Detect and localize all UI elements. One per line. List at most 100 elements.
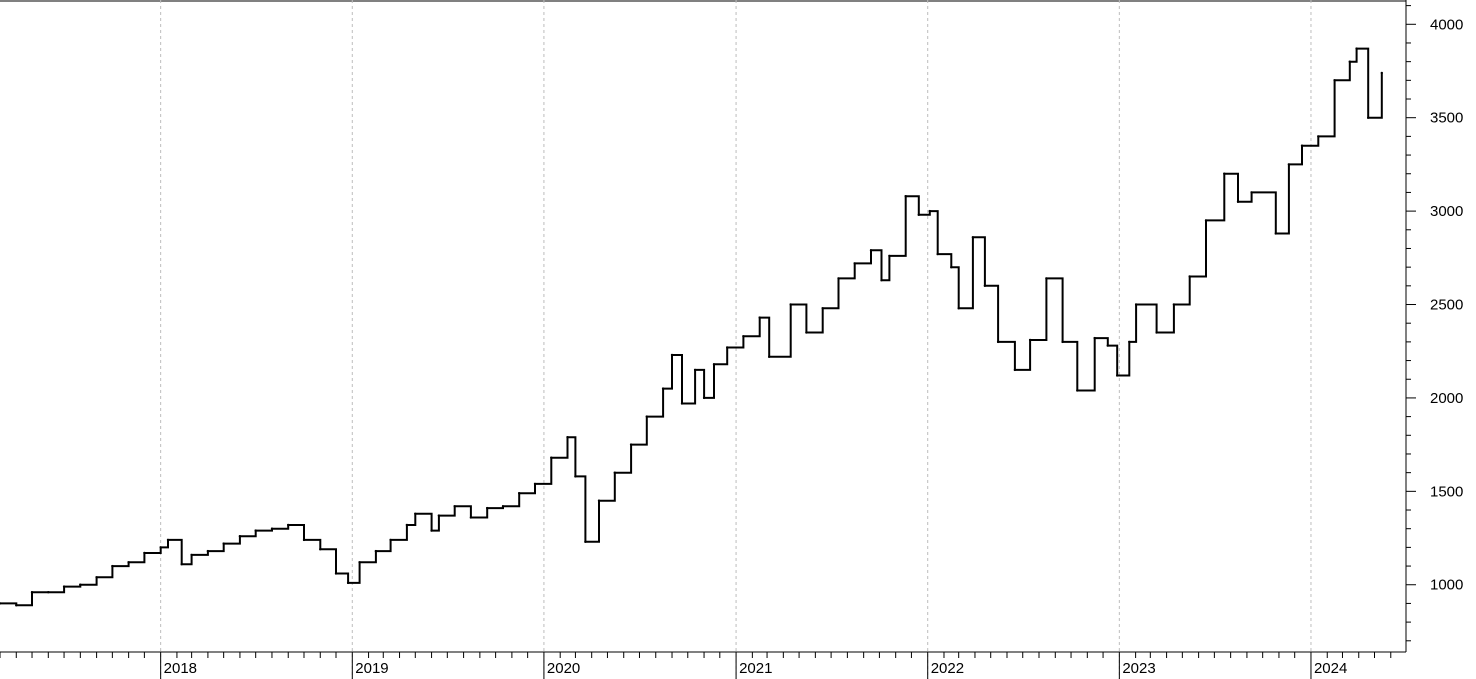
data-point-2019-06-01 xyxy=(430,529,433,532)
data-point-2018-11-01 xyxy=(319,548,322,551)
data-point-2017-12-01 xyxy=(143,551,146,555)
data-point-2020-12-15 xyxy=(726,346,729,349)
data-point-2018-01-01 xyxy=(159,546,162,549)
price-series-line xyxy=(0,47,1383,607)
y-axis-tick-labels: 1000 1500 2000 2500 3000 3500 4000 xyxy=(1430,16,1463,593)
data-point-2018-04-01 xyxy=(206,549,210,553)
y-tick-label-2500: 2500 xyxy=(1430,297,1463,314)
data-point-2020-10-15 xyxy=(693,368,697,372)
data-point-2020-09-01 xyxy=(670,353,674,357)
data-point-2019-02-15 xyxy=(374,549,378,553)
x-tick-label-2023: 2023 xyxy=(1122,660,1155,677)
data-point-2021-03-05 xyxy=(768,355,771,358)
data-point-2021-08-15 xyxy=(853,262,856,265)
data-point-2020-02-15 xyxy=(566,436,569,439)
data-point-2024-03-15 xyxy=(1348,60,1352,63)
data-point-2023-05-15 xyxy=(1188,275,1191,278)
data-point-2021-11-20 xyxy=(904,195,907,198)
data-point-2018-12-01 xyxy=(334,572,338,575)
data-point-2021-05-15 xyxy=(805,331,808,334)
data-point-2020-11-01 xyxy=(702,396,706,400)
data-point-2021-09-15 xyxy=(869,249,873,252)
data-point-2023-02-02 xyxy=(1134,303,1138,306)
data-point-2024-04-19 xyxy=(1367,116,1370,119)
y-axis-ticks xyxy=(1406,5,1416,642)
data-point-2024-02-15 xyxy=(1333,79,1336,82)
data-point-2019-08-15 xyxy=(469,516,473,519)
data-point-2022-03-28 xyxy=(971,236,975,239)
data-point-2023-07-20 xyxy=(1223,172,1226,175)
x-tick-label-2018: 2018 xyxy=(164,660,197,677)
x-tick-label-2024: 2024 xyxy=(1314,660,1347,677)
data-point-2018-03-01 xyxy=(190,553,193,557)
x-tick-label-2020: 2020 xyxy=(547,660,580,677)
data-point-2019-03-15 xyxy=(389,538,392,542)
data-point-2019-01-15 xyxy=(358,561,361,564)
data-point-2020-07-15 xyxy=(645,415,648,418)
data-point-2023-03-13 xyxy=(1155,331,1158,334)
data-point-2019-11-15 xyxy=(518,492,521,495)
data-point-2018-09-01 xyxy=(287,523,290,527)
data-point-2022-02-15 xyxy=(950,266,953,269)
x-tick-label-2021: 2021 xyxy=(739,660,772,677)
x-tick-label-2019: 2019 xyxy=(355,660,388,677)
data-point-2017-07-01 xyxy=(62,585,66,588)
data-point-2017-09-01 xyxy=(95,576,98,579)
data-point-2017-06-01 xyxy=(47,591,50,594)
y-tick-label-3500: 3500 xyxy=(1430,110,1463,127)
data-point-2022-09-15 xyxy=(1061,340,1064,344)
data-point-2017-11-01 xyxy=(127,561,130,564)
y-tick-label-2000: 2000 xyxy=(1430,390,1463,407)
data-point-2020-11-20 xyxy=(712,363,716,366)
data-point-2020-06-15 xyxy=(629,443,633,446)
data-point-2021-07-15 xyxy=(837,277,840,280)
data-point-2021-01-15 xyxy=(742,335,745,338)
data-point-2023-04-15 xyxy=(1172,303,1176,306)
y-tick-label-3000: 3000 xyxy=(1430,203,1463,220)
y-tick-label-4000: 4000 xyxy=(1430,16,1463,33)
data-point-2023-06-15 xyxy=(1204,219,1208,222)
data-point-2021-02-15 xyxy=(758,316,761,319)
data-point-2020-05-15 xyxy=(613,471,616,474)
data-point-2018-08-01 xyxy=(270,527,274,530)
data-point-2024-05-15 xyxy=(1380,71,1384,75)
data-point-2023-09-10 xyxy=(1250,191,1253,194)
data-point-2022-12-28 xyxy=(1116,374,1119,377)
data-point-2022-11-15 xyxy=(1093,336,1096,340)
data-point-2018-07-01 xyxy=(254,529,257,532)
data-point-2020-01-15 xyxy=(550,456,553,459)
data-point-2018-05-01 xyxy=(222,542,225,545)
data-point-2022-01-05 xyxy=(928,209,931,213)
data-point-2022-01-20 xyxy=(936,252,939,256)
data-point-2022-04-20 xyxy=(983,284,987,287)
data-point-2018-06-01 xyxy=(238,535,242,538)
data-point-2021-04-15 xyxy=(789,303,792,306)
data-point-2019-09-15 xyxy=(486,506,489,510)
data-point-2018-01-15 xyxy=(166,538,170,542)
data-point-2019-07-15 xyxy=(453,505,456,508)
data-point-2022-12-10 xyxy=(1106,344,1110,347)
price-data-points xyxy=(0,47,1384,607)
x-tick-label-2022: 2022 xyxy=(931,660,964,677)
data-point-2017-08-01 xyxy=(79,583,82,586)
data-point-2021-10-20 xyxy=(888,254,891,258)
data-point-2020-03-20 xyxy=(584,540,587,543)
data-point-2022-06-16 xyxy=(1013,368,1017,372)
data-point-2022-03-01 xyxy=(957,307,960,310)
x-axis-tick-labels: 2018 2019 2020 2021 2022 2023 2024 xyxy=(164,660,1348,677)
data-point-2022-05-15 xyxy=(996,340,1000,344)
data-point-2020-03-01 xyxy=(574,475,577,478)
x-axis-ticks xyxy=(0,652,1392,679)
data-point-2022-08-15 xyxy=(1045,277,1048,280)
year-gridlines xyxy=(160,0,1312,679)
data-point-2020-09-20 xyxy=(680,402,684,405)
data-point-2017-04-01 xyxy=(15,604,18,607)
data-point-2018-02-10 xyxy=(180,563,183,566)
data-point-2020-08-15 xyxy=(661,387,665,390)
data-point-2019-04-15 xyxy=(405,523,409,527)
data-point-2024-03-28 xyxy=(1355,47,1358,50)
y-tick-label-1000: 1000 xyxy=(1430,577,1463,594)
data-point-2021-06-15 xyxy=(821,307,824,310)
data-point-2023-08-15 xyxy=(1236,200,1240,203)
